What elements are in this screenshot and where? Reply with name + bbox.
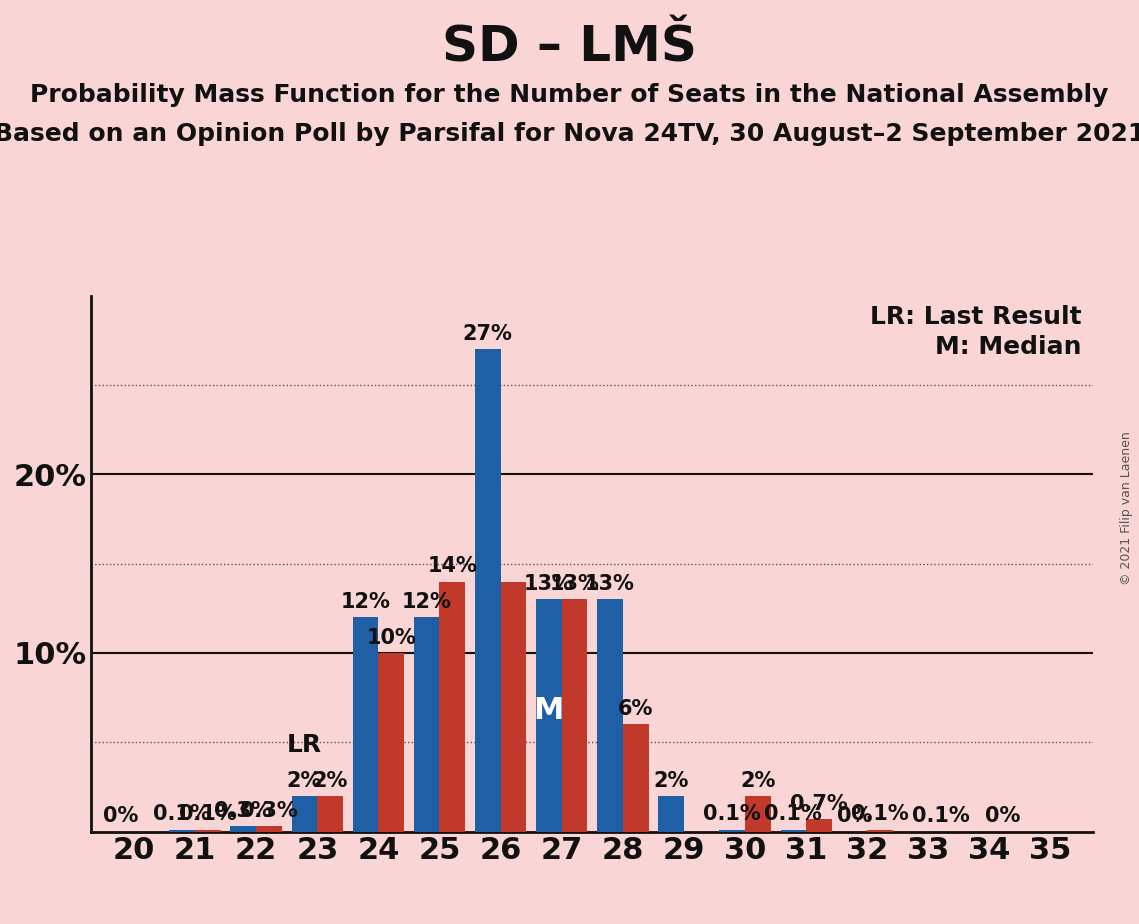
Text: 0%: 0% [837, 807, 872, 826]
Text: 0.3%: 0.3% [214, 801, 272, 821]
Text: 0.1%: 0.1% [912, 807, 970, 826]
Bar [318, 796, 343, 832]
Text: 2%: 2% [654, 771, 689, 791]
Text: 6%: 6% [618, 699, 654, 719]
Bar [623, 724, 648, 832]
Bar [780, 830, 806, 832]
Bar [806, 819, 831, 832]
Text: 27%: 27% [462, 324, 513, 344]
Text: Probability Mass Function for the Number of Seats in the National Assembly: Probability Mass Function for the Number… [31, 83, 1108, 107]
Bar [720, 830, 745, 832]
Bar [170, 830, 195, 832]
Text: 0.1%: 0.1% [154, 805, 211, 824]
Bar [658, 796, 683, 832]
Bar [195, 830, 221, 832]
Bar [501, 581, 526, 832]
Bar [562, 600, 588, 832]
Text: 0.3%: 0.3% [240, 801, 297, 821]
Bar [256, 826, 281, 832]
Text: 0%: 0% [985, 807, 1021, 826]
Text: 0%: 0% [104, 807, 139, 826]
Bar [378, 653, 404, 832]
Bar [353, 617, 378, 832]
Text: 10%: 10% [367, 627, 416, 648]
Text: 2%: 2% [312, 771, 347, 791]
Bar [536, 600, 562, 832]
Text: LR: LR [287, 733, 322, 757]
Text: 2%: 2% [740, 771, 776, 791]
Bar [867, 830, 893, 832]
Bar [440, 581, 465, 832]
Text: 12%: 12% [402, 592, 451, 612]
Text: 13%: 13% [585, 574, 634, 594]
Text: 2%: 2% [287, 771, 322, 791]
Text: © 2021 Filip van Laenen: © 2021 Filip van Laenen [1121, 432, 1133, 585]
Bar [597, 600, 623, 832]
Bar [745, 796, 771, 832]
Text: M: M [534, 697, 564, 725]
Bar [413, 617, 440, 832]
Text: 13%: 13% [524, 574, 574, 594]
Text: SD – LMŠ: SD – LMŠ [442, 23, 697, 71]
Bar [475, 349, 501, 832]
Text: 0.1%: 0.1% [179, 805, 237, 824]
Text: LR: Last Result: LR: Last Result [869, 305, 1081, 329]
Text: 0.1%: 0.1% [764, 805, 822, 824]
Text: 0.1%: 0.1% [851, 805, 909, 824]
Text: 0.1%: 0.1% [704, 805, 761, 824]
Bar [292, 796, 318, 832]
Text: 0.7%: 0.7% [790, 794, 847, 814]
Text: 14%: 14% [427, 556, 477, 577]
Text: Based on an Opinion Poll by Parsifal for Nova 24TV, 30 August–2 September 2021: Based on an Opinion Poll by Parsifal for… [0, 122, 1139, 146]
Text: 13%: 13% [550, 574, 599, 594]
Text: M: Median: M: Median [935, 335, 1081, 359]
Text: 12%: 12% [341, 592, 391, 612]
Bar [230, 826, 256, 832]
